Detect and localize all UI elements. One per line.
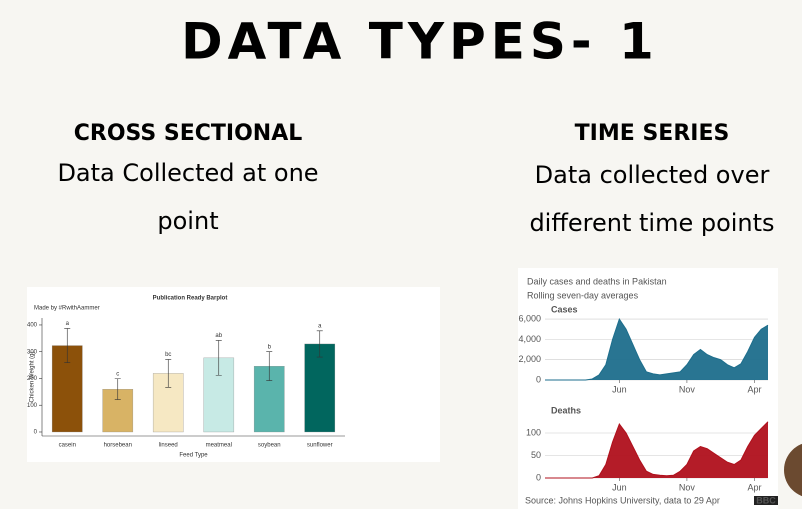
source: Source: Johns Hopkins University, data t…	[525, 495, 720, 505]
annotation: a	[318, 323, 322, 329]
chart-title: Publication Ready Barplot	[153, 296, 228, 302]
annotation: b	[268, 344, 272, 350]
y-tick-label: 200	[27, 376, 38, 382]
x-tick-label: casein	[59, 443, 76, 449]
error-bar	[316, 330, 323, 358]
y-tick-label: 50	[531, 450, 541, 460]
right-heading: TIME SERIES	[575, 121, 730, 146]
x-tick-label: Jun	[612, 482, 627, 492]
y-tick-label: 0	[536, 472, 541, 482]
y-tick-label: 0	[536, 374, 541, 384]
x-tick-label: soybean	[258, 443, 281, 449]
chart-title: Daily cases and deaths in Pakistan	[527, 276, 667, 286]
x-tick-label: meatmeal	[206, 443, 232, 449]
area-fill	[545, 421, 768, 478]
y-tick-label: 4,000	[518, 334, 541, 344]
y-tick-label: 100	[27, 403, 38, 409]
area-fill	[545, 319, 768, 380]
slide-title: DATA TYPES- 1	[181, 13, 659, 71]
x-tick-label: sunflower	[307, 443, 333, 449]
y-tick-label: 300	[27, 349, 38, 355]
y-tick-label: 400	[27, 323, 38, 329]
error-bar	[64, 328, 71, 363]
panel-title: Cases	[551, 304, 578, 314]
annotation: a	[66, 321, 70, 327]
x-tick-label: Nov	[679, 482, 696, 492]
y-tick-label: 0	[34, 430, 38, 436]
y-tick-label: 2,000	[518, 354, 541, 364]
annotation: ab	[215, 333, 222, 339]
bar	[304, 343, 336, 433]
chart-subtitle: Made by #RwithAammer	[34, 306, 100, 312]
x-axis-label: Feed Type	[179, 453, 208, 459]
panel-title: Deaths	[551, 405, 581, 415]
right-text: Data collected over	[535, 161, 770, 189]
logo-box	[754, 496, 778, 505]
x-tick-label: horsebean	[104, 443, 132, 449]
y-axis-label: Chicken Weight (g)	[30, 352, 36, 403]
annotation: bc	[165, 352, 171, 358]
error-bar	[215, 340, 222, 376]
x-tick-label: Apr	[747, 482, 761, 492]
left-text: point	[157, 207, 218, 235]
x-tick-label: Apr	[747, 384, 761, 394]
left-heading: CROSS SECTIONAL	[74, 121, 303, 146]
presenter-video	[784, 443, 802, 497]
error-bar	[165, 359, 172, 388]
error-bar	[266, 351, 273, 381]
area-line	[545, 317, 769, 381]
x-tick-label: Jun	[612, 384, 627, 394]
x-tick-label: Nov	[679, 384, 696, 394]
y-tick-label: 6,000	[518, 313, 541, 323]
left-text: Data Collected at one	[57, 159, 318, 187]
area-line	[545, 421, 769, 479]
logo: BBC	[756, 495, 776, 505]
annotation: c	[116, 371, 119, 377]
right-text: different time points	[529, 209, 774, 237]
x-tick-label: linseed	[159, 443, 178, 449]
chart-subtitle: Rolling seven-day averages	[527, 290, 639, 300]
y-tick-label: 100	[526, 427, 541, 437]
error-bar	[114, 378, 121, 400]
